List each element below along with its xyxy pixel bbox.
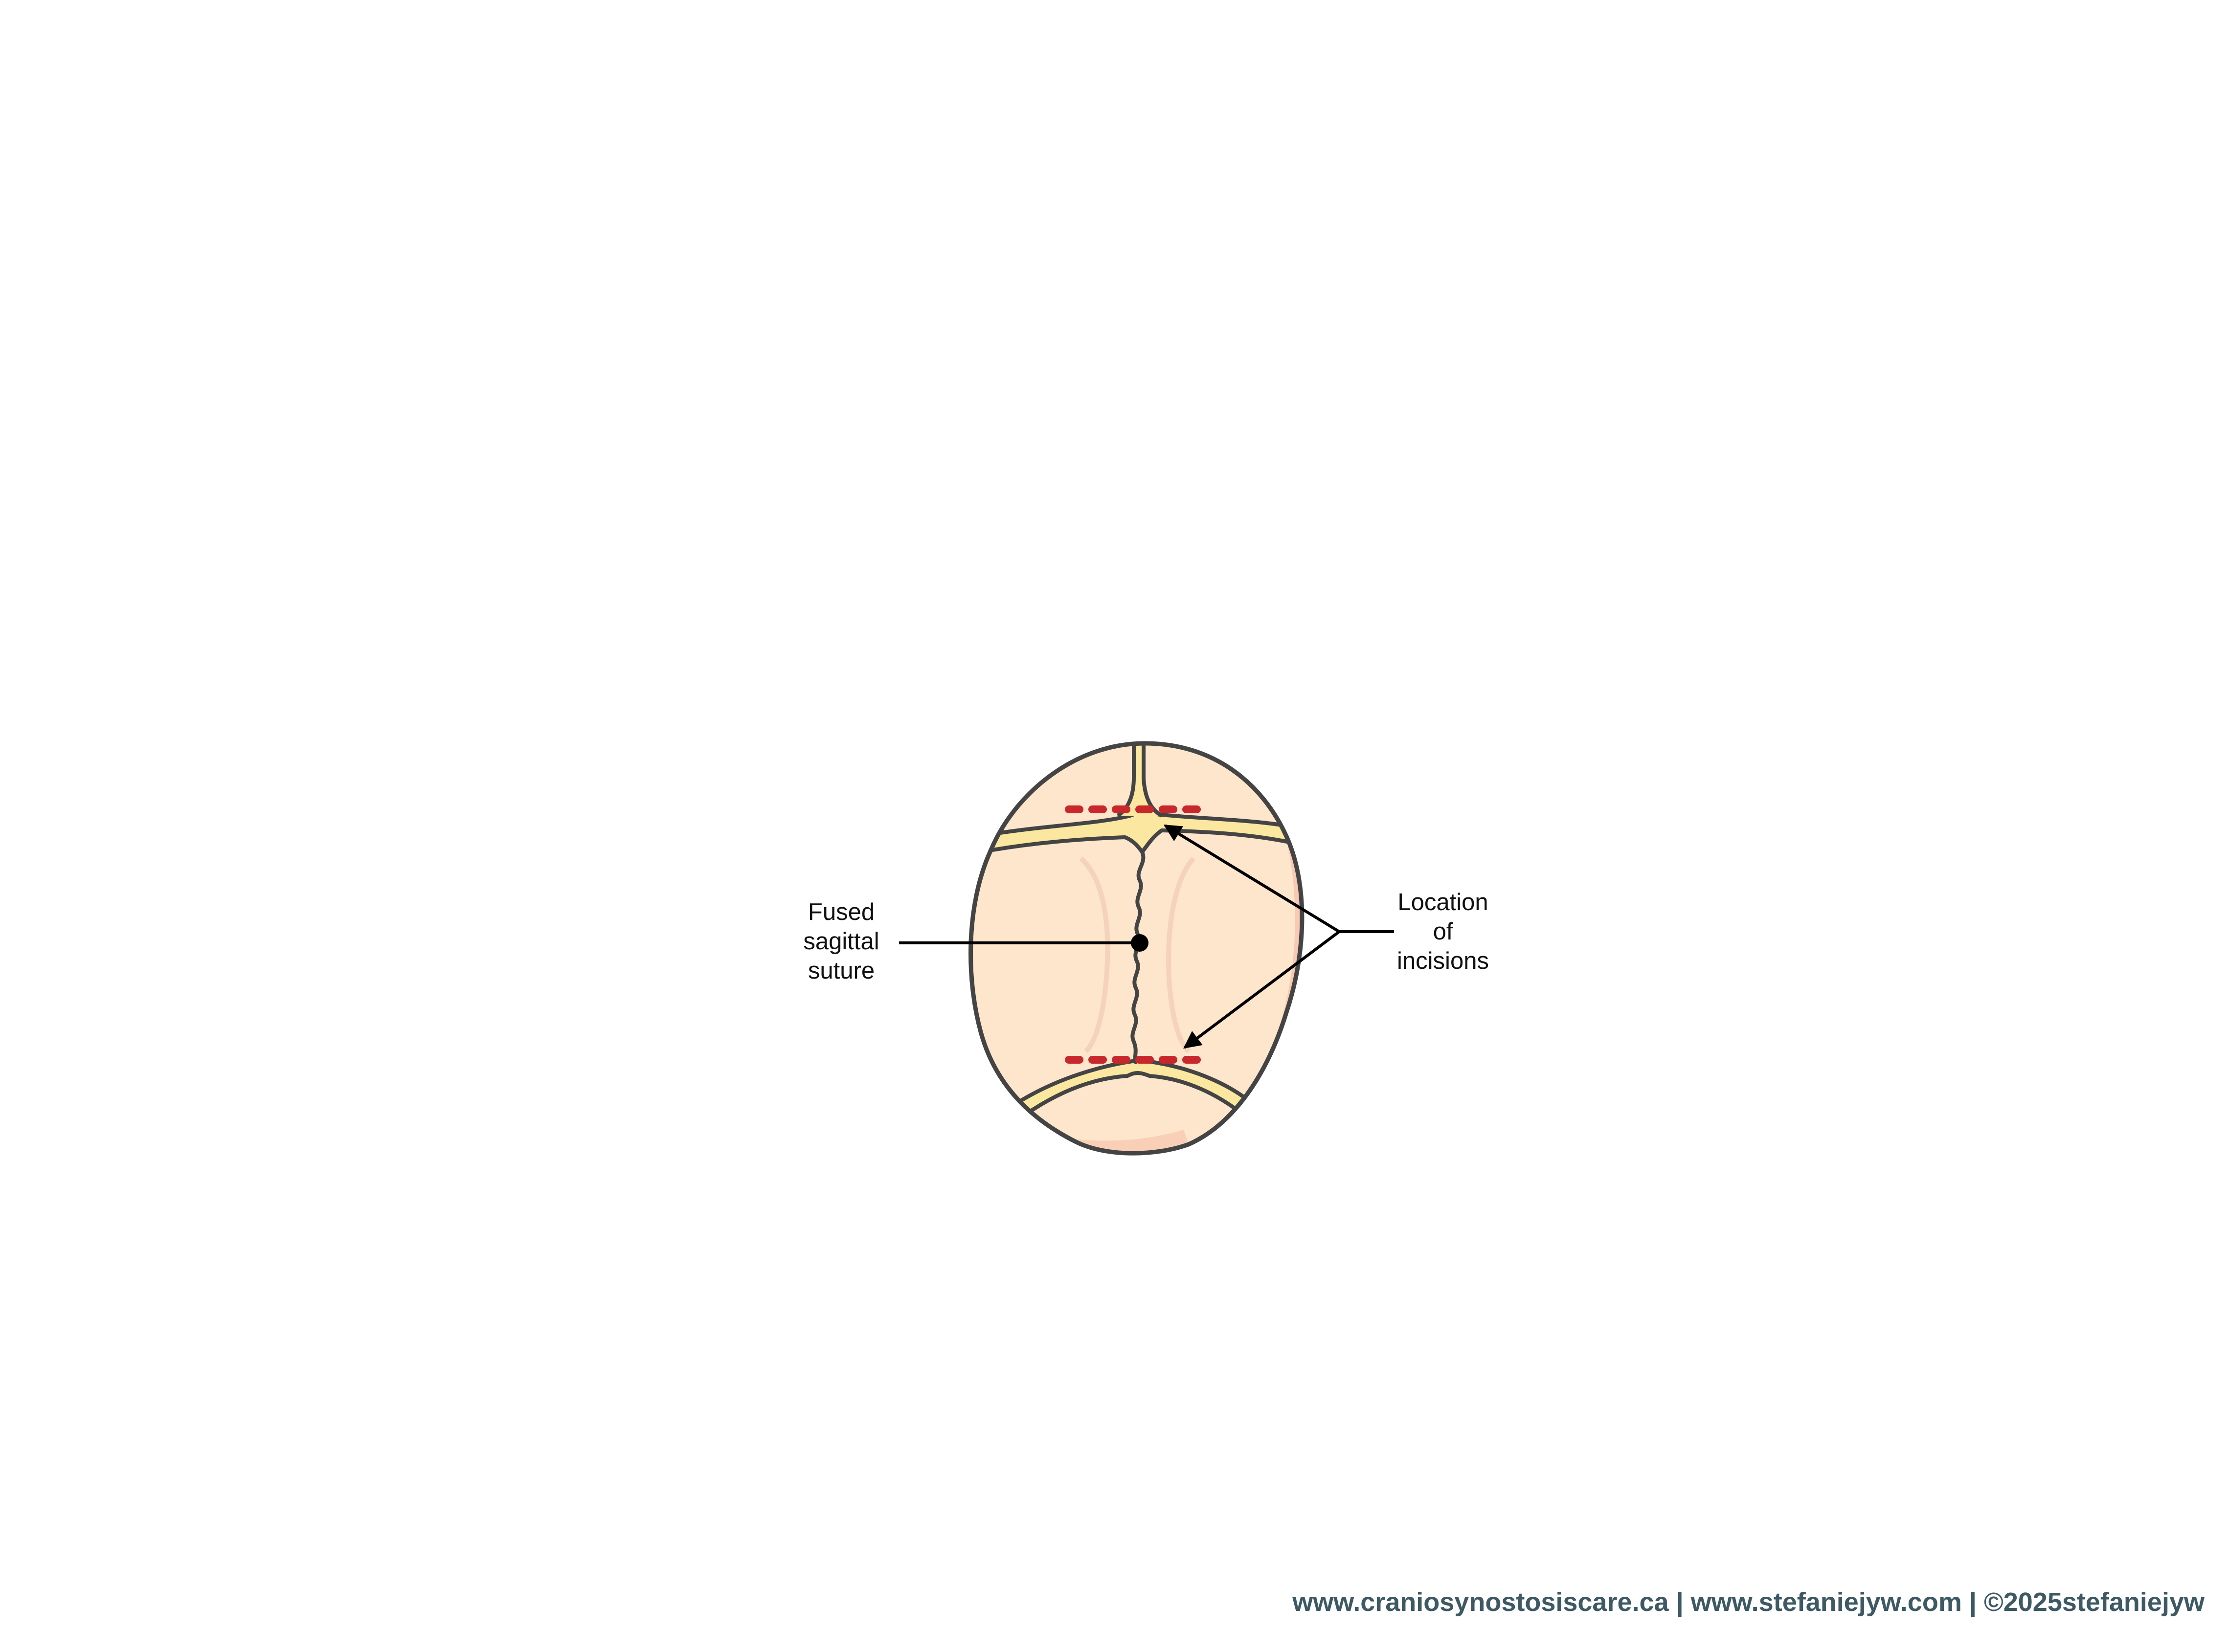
location-of-incisions-label: Location of incisions: [1379, 888, 1507, 976]
parietal-contour-left: [1079, 856, 1110, 1053]
fused-sagittal-suture-label: Fused sagittal suture: [778, 897, 905, 985]
label-line: suture: [808, 958, 875, 984]
incision-arrow-lower: [1183, 930, 1340, 1049]
lambdoid-suture: [1015, 1059, 1259, 1122]
skull-outline: [968, 741, 1305, 1156]
label-line: of: [1433, 918, 1453, 945]
label-line: Fused: [808, 899, 875, 925]
metopic-suture: [1120, 743, 1159, 816]
sagittal-suture: [1130, 850, 1146, 1064]
parietal-contour-right: [1166, 856, 1195, 1053]
footer-credits: www.craniosynostosiscare.ca | www.stefan…: [1292, 1587, 2205, 1617]
coronal-suture: [971, 810, 1298, 855]
metopic-suture-edge-right: [1142, 743, 1163, 818]
label-line: Location: [1397, 889, 1488, 915]
label-line: sagittal: [803, 928, 879, 955]
incision-arrow-upper: [1163, 824, 1340, 933]
label-line: incisions: [1397, 948, 1489, 974]
sagittal-leader-dot: [1131, 934, 1148, 952]
